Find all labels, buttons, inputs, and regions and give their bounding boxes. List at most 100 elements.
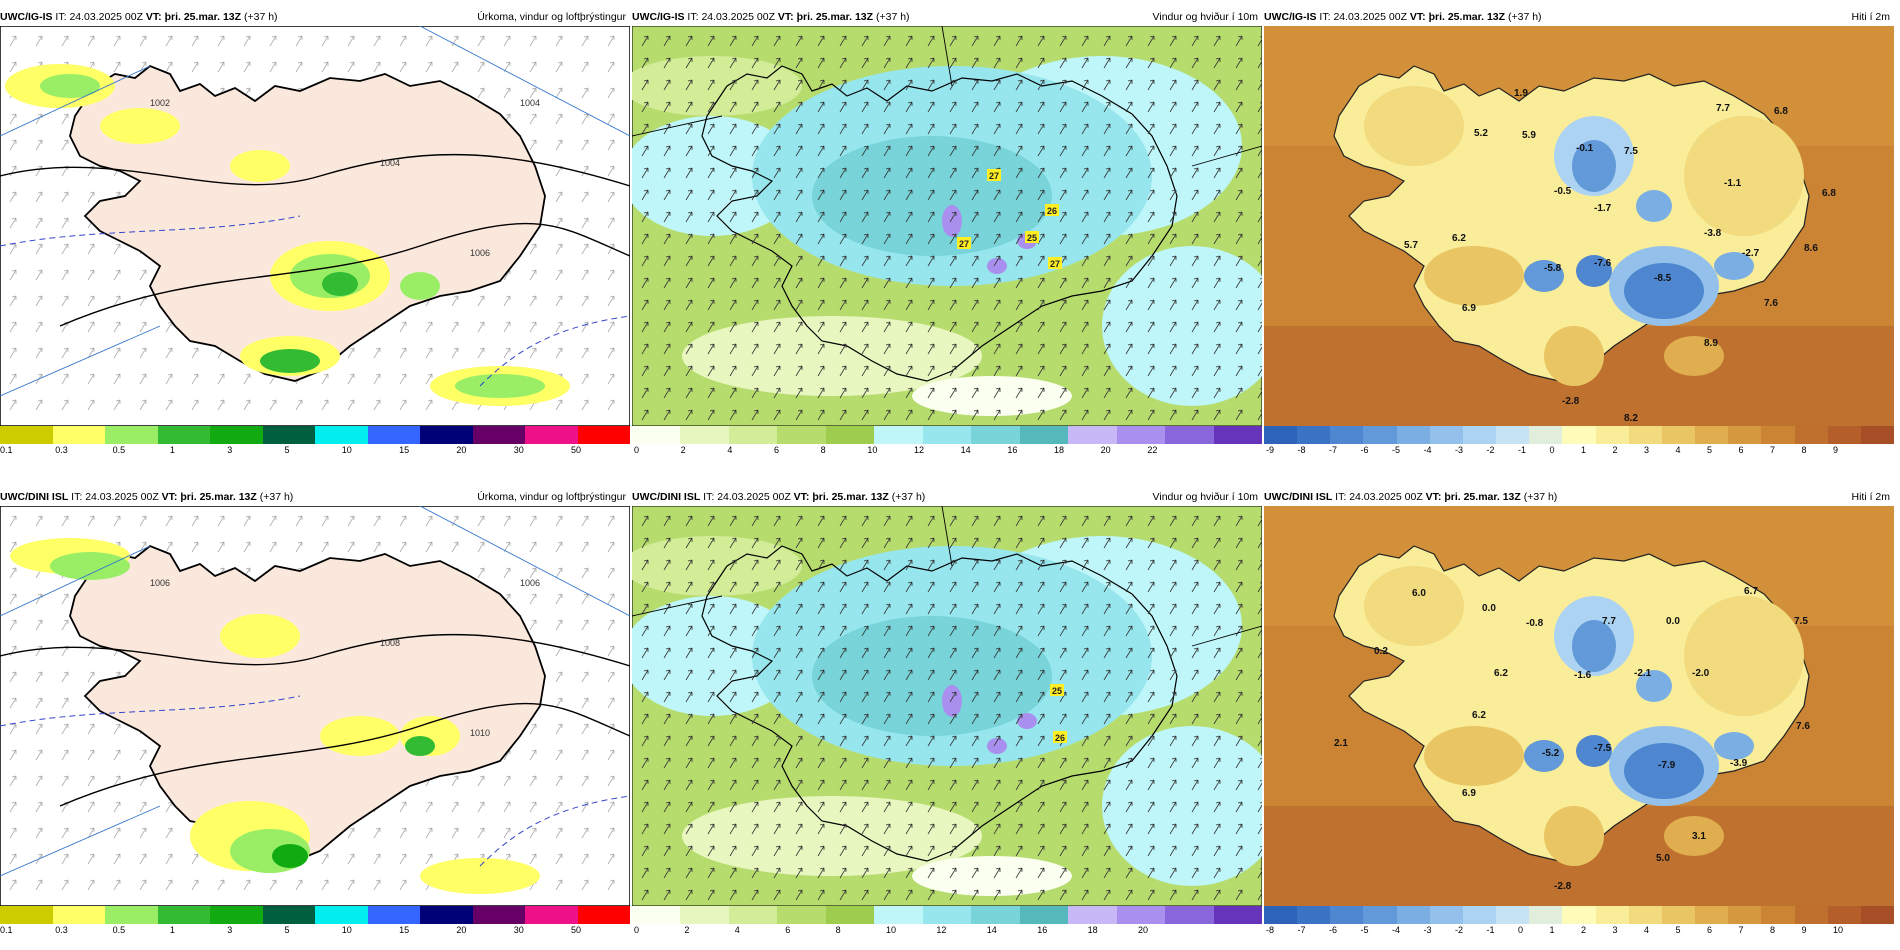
colorbar-swatch [1728,906,1762,924]
wind-speed-area [632,536,802,596]
colorbar-swatch [1496,906,1530,924]
colorbar-swatch [971,426,1020,444]
colorbar-swatch [777,906,826,924]
colorbar-tick-label: 0.3 [55,445,68,455]
colorbar-tick-label: 5 [1707,445,1713,455]
colorbar-swatch [577,426,630,444]
wind-speed-area [812,136,1052,256]
temp-value-label: 2.1 [1334,738,1348,749]
gust-label: 27 [957,237,971,249]
vt-value: þri. 25.mar. 13Z [1428,11,1506,23]
temp-map-canvas: 1.9 5.2 5.9 -0.1 7.5 7.7 6.8 -0.5 -1.7 -1.1 6.8 5.7… [1264,26,1894,426]
wind-panel-bottom: UWC/DINI ISL IT: 24.03.2025 00Z VT: þri.… [632,489,1263,939]
temp-value-label: -3.9 [1730,758,1748,769]
iceland-coastline [69,64,546,382]
colorbar-swatch [874,426,923,444]
temp-value-label: 5.7 [1404,240,1418,251]
colorbar-swatch [1429,426,1463,444]
colorbar-swatch [367,426,420,444]
colorbar-swatch [1213,906,1263,924]
temp-value-label: 6.8 [1822,188,1836,199]
colorbar-swatch [680,906,729,924]
gust-label: 27 [1048,257,1062,269]
it-label: IT: [71,491,83,503]
precip-area [400,272,440,300]
colorbar-swatch [1827,426,1861,444]
colorbar-swatch [1562,906,1596,924]
colorbar-swatch [1661,906,1696,924]
colorbar-tick-label: 0.1 [0,445,13,455]
colorbar-tick-label: 10 [341,925,352,935]
precip-area [260,349,320,373]
grid-line [0,26,630,397]
vt-value: þri. 25.mar. 13Z [1444,491,1521,503]
colorbar-swatch [825,906,875,924]
vt-value: þri. 25.mar. 13Z [164,11,242,23]
temp-value-label: 7.7 [1716,103,1730,114]
temp-value-label: -0.8 [1526,618,1544,629]
lead-time: (+37 h) [243,11,278,23]
colorbar-tick-label: 6 [1707,925,1713,935]
svg-text:27: 27 [959,239,969,249]
colorbar-tick-label: 22 [1147,445,1158,455]
colorbar-swatch [1695,426,1729,444]
temp-value-label: 5.9 [1522,130,1536,141]
wind-colorbar [632,426,1263,444]
colorbar-tick-label: -9 [1266,445,1275,455]
vt-value: þri. 25.mar. 13Z [180,491,257,503]
temp-area [1636,670,1672,702]
panel-header: UWC/DINI ISL IT: 24.03.2025 00Z VT: þri.… [632,489,1262,505]
grid-line [0,506,630,877]
precip-colorbar-ticks: 0.1 0.3 0.5 1 3 5 10 15 20 30 50 [0,925,630,937]
colorbar-swatch [472,906,525,924]
colorbar-tick-label: 2 [1612,445,1618,455]
temp-value-label: -0.1 [1576,143,1594,154]
colorbar-swatch [922,426,972,444]
colorbar-tick-label: 30 [513,925,524,935]
it-label: IT: [1335,491,1347,503]
colorbar-tick-label: -6 [1360,445,1369,455]
colorbar-tick-label: 1 [169,445,175,455]
temp-map-canvas: 6.0 0.0 0.2 -0.8 7.7 0.0 6.7 7.5 6.2 -1.6 -2.1 -2.0… [1264,506,1894,906]
temp-colorbar [1264,426,1894,444]
colorbar-tick-label: 4 [727,445,733,455]
colorbar-swatch [1297,906,1331,924]
colorbar-tick-label: 1 [169,925,175,935]
temp-value-label: -3.8 [1704,228,1722,239]
precip-panel-bottom: UWC/DINI ISL IT: 24.03.2025 00Z VT: þri.… [0,489,630,939]
colorbar-swatch [825,426,875,444]
colorbar-tick-label: 8 [820,445,826,455]
panel-header: UWC/DINI ISL IT: 24.03.2025 00Z VT: þri.… [1264,489,1894,505]
colorbar-tick-label: 10 [867,445,878,455]
isotherm-line [479,315,630,387]
colorbar-swatch [728,906,778,924]
wind-speed-area [1017,713,1037,729]
isotherm-line [0,215,301,247]
temp-value-label: 8.6 [1804,243,1818,254]
precip-colorbar-ticks: 0.1 0.3 0.5 1 3 5 10 15 20 30 50 [0,445,630,457]
colorbar-swatch [1396,426,1430,444]
temp-area [1624,263,1704,319]
colorbar-swatch [1363,426,1397,444]
it-label: IT: [1319,11,1331,23]
precip-map: 1004 1002 1004 1006 [0,26,630,426]
svg-text:26: 26 [1055,733,1065,743]
temp-value-label: -5.2 [1542,748,1560,759]
temp-area [1714,732,1754,760]
colorbar-swatch [105,906,158,924]
gust-label: 26 [1045,204,1059,216]
wind-speed-area [912,376,1072,416]
panel-header: UWC/IG-IS IT: 24.03.2025 00Z VT: þri. 25… [0,9,630,25]
panel-title: Úrkoma, vindur og loftþrýstingur [477,11,626,23]
wind-arrows [641,35,1262,421]
colorbar-swatch [1860,906,1894,924]
gust-label: 25 [1025,231,1039,243]
gust-label: 27 [987,169,1001,181]
colorbar-tick-label: 3 [227,925,233,935]
temp-panel-top: UWC/IG-IS IT: 24.03.2025 00Z VT: þri. 25… [1264,9,1894,459]
temp-value-label: -2.8 [1554,881,1572,892]
colorbar-tick-label: -7 [1329,445,1338,455]
temp-area [1664,816,1724,856]
svg-text:26: 26 [1047,206,1057,216]
wind-speed-area [912,856,1072,896]
